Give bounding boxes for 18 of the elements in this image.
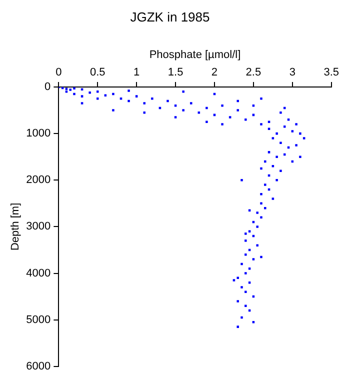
x-tick-label: 2	[211, 66, 218, 78]
x-tick-label: 3.5	[324, 66, 340, 78]
x-tick-label: 3	[289, 66, 296, 78]
x-tick-label: 0	[56, 66, 62, 78]
x-tick-label: 0.5	[90, 66, 106, 78]
y-tick-label: 2000	[26, 174, 51, 186]
y-tick-label: 0	[44, 81, 51, 94]
chart-title: JGZK in 1985	[130, 9, 210, 24]
x-tick-label: 1.5	[168, 66, 184, 78]
y-tick-label: 5000	[26, 314, 51, 326]
y-axis-title: Depth [m]	[10, 202, 22, 251]
y-tick-label: 6000	[26, 360, 51, 372]
x-axis-title: Phosphate [µmol/l]	[149, 49, 241, 62]
y-tick-label: 4000	[26, 267, 51, 280]
y-tick-label: 1000	[26, 128, 51, 140]
y-tick-label: 3000	[26, 220, 51, 233]
x-tick-label: 2.5	[246, 66, 262, 78]
x-tick-label: 1	[134, 66, 140, 78]
